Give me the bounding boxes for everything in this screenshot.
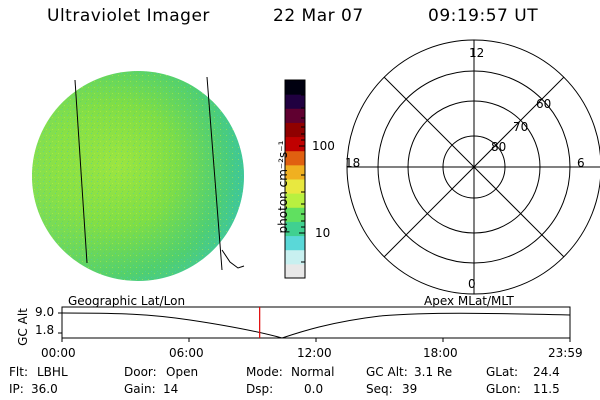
- colorbar-tick-10: 10: [315, 226, 331, 240]
- colorbar-unit-label: photon cm⁻²s⁻¹: [276, 140, 290, 234]
- ip-label: IP:: [9, 382, 24, 396]
- door-label: Door:: [124, 365, 157, 379]
- timeline-y-axis-title: GC Alt: [16, 308, 30, 346]
- timeline-left-label: Geographic Lat/Lon: [68, 294, 186, 308]
- polar-hour-6: 6: [577, 156, 585, 170]
- instrument-title: Ultraviolet Imager: [47, 6, 210, 26]
- timeline-x-tick-1800: 18:00: [423, 346, 458, 360]
- polar-lat-60: 60: [536, 97, 552, 111]
- colorbar-cell: [285, 94, 305, 109]
- earth-disk: [32, 71, 244, 281]
- coastline-fragment: [221, 249, 245, 269]
- flt-label: Flt:: [9, 365, 28, 379]
- colorbar-tick-100: 100: [312, 139, 335, 153]
- timeline-y-tick-top: 9.0: [35, 305, 55, 319]
- timeline-y-tick-bottom: 1.8: [35, 323, 55, 337]
- timeline-x-tick-0600: 06:00: [169, 346, 204, 360]
- image-time: 09:19:57 UT: [428, 6, 539, 26]
- mode-value: Normal: [291, 365, 335, 379]
- polar-lat-80: 80: [491, 140, 507, 154]
- glon-value: 11.5: [533, 382, 560, 396]
- timeline-x-tick-1200: 12:00: [297, 346, 332, 360]
- seq-label: Seq:: [366, 382, 393, 396]
- door-value: Open: [166, 365, 199, 379]
- timeline-right-label: Apex MLat/MLT: [424, 294, 514, 308]
- gain-value: 14: [163, 382, 179, 396]
- gc-alt-value: 3.1 Re: [414, 365, 453, 379]
- glon-label: GLon:: [486, 382, 521, 396]
- polar-lat-70: 70: [513, 120, 529, 134]
- colorbar-cell: [285, 263, 305, 279]
- mode-label: Mode:: [246, 365, 283, 379]
- image-date: 22 Mar 07: [273, 6, 364, 26]
- gain-label: Gain:: [124, 382, 156, 396]
- glat-label: GLat:: [486, 365, 519, 379]
- altitude-curve: [61, 312, 571, 339]
- seq-value: 39: [402, 382, 418, 396]
- polar-hour-0: 0: [468, 277, 476, 291]
- glat-value: 24.4: [533, 365, 560, 379]
- polar-hour-12: 12: [469, 46, 485, 60]
- longitude-line-right: [206, 76, 223, 271]
- dsp-label: Dsp:: [246, 382, 274, 396]
- dsp-value: 0.0: [304, 382, 324, 396]
- timeline-x-tick-2359: 23:59: [548, 346, 583, 360]
- timeline-x-tick-0000: 00:00: [41, 346, 76, 360]
- polar-hour-18: 18: [345, 156, 361, 170]
- colorbar-cell: [285, 80, 305, 95]
- gc-alt-label: GC Alt:: [366, 365, 408, 379]
- flt-value: LBHL: [37, 365, 68, 379]
- ip-value: 36.0: [31, 382, 58, 396]
- longitude-line-left: [74, 79, 88, 264]
